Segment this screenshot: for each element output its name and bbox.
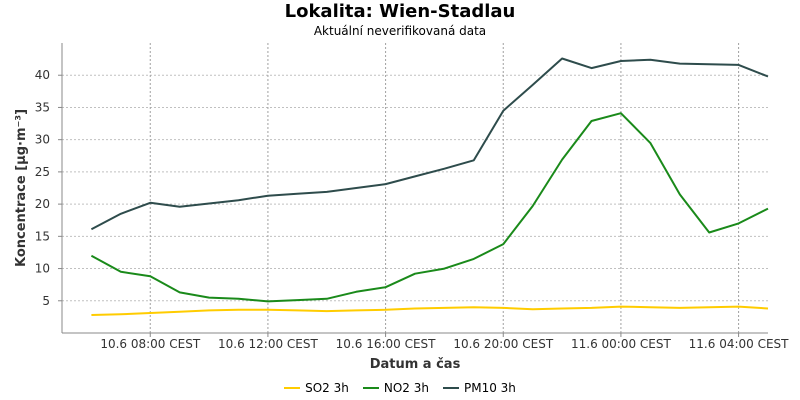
y-tick-label: 5 bbox=[42, 294, 50, 308]
x-tick-label: 10.6 16:00 CEST bbox=[336, 337, 437, 351]
x-axis-label: Datum a čas bbox=[370, 357, 461, 372]
y-tick-label: 25 bbox=[35, 165, 50, 179]
series-lines bbox=[90, 57, 769, 316]
y-axis-label: Koncentrace [µg·m⁻³] bbox=[14, 109, 29, 267]
x-tick-label: 10.6 20:00 CEST bbox=[453, 337, 554, 351]
y-tick-label: 40 bbox=[35, 68, 50, 82]
legend-item: SO2 3h bbox=[284, 381, 349, 395]
x-tick-label: 10.6 08:00 CEST bbox=[100, 337, 201, 351]
legend-swatch bbox=[442, 387, 459, 389]
series-line-no2-3h bbox=[90, 112, 769, 303]
x-tick-label: 11.6 04:00 CEST bbox=[689, 337, 790, 351]
legend-item: NO2 3h bbox=[362, 381, 429, 395]
grid bbox=[62, 43, 768, 333]
x-tick-label: 11.6 00:00 CEST bbox=[571, 337, 672, 351]
y-tick-label: 20 bbox=[35, 197, 50, 211]
y-tick-label: 10 bbox=[35, 262, 50, 276]
legend-label: PM10 3h bbox=[463, 381, 516, 395]
legend-swatch bbox=[284, 387, 301, 389]
series-line-pm10-3h bbox=[90, 57, 769, 231]
series-line-so2-3h bbox=[91, 305, 769, 316]
axes: 5 10 15 20 25 30 35 40 10.6 08:00 CEST 10.6 12:00… bbox=[35, 43, 789, 351]
chart-subtitle: Aktuální neverifikovaná data bbox=[313, 24, 487, 38]
y-tick-label: 15 bbox=[35, 229, 50, 243]
legend-label: SO2 3h bbox=[305, 381, 349, 395]
y-tick-label: 35 bbox=[35, 100, 50, 114]
x-tick-label: 10.6 12:00 CEST bbox=[218, 337, 319, 351]
chart-title: Lokalita: Wien-Stadlau bbox=[284, 1, 516, 22]
y-tick-label: 30 bbox=[35, 133, 50, 147]
legend-item: PM10 3h bbox=[442, 381, 516, 395]
legend-label: NO2 3h bbox=[383, 381, 429, 395]
legend: SO2 3h NO2 3h PM10 3h bbox=[0, 381, 800, 395]
legend-swatch bbox=[362, 387, 379, 389]
